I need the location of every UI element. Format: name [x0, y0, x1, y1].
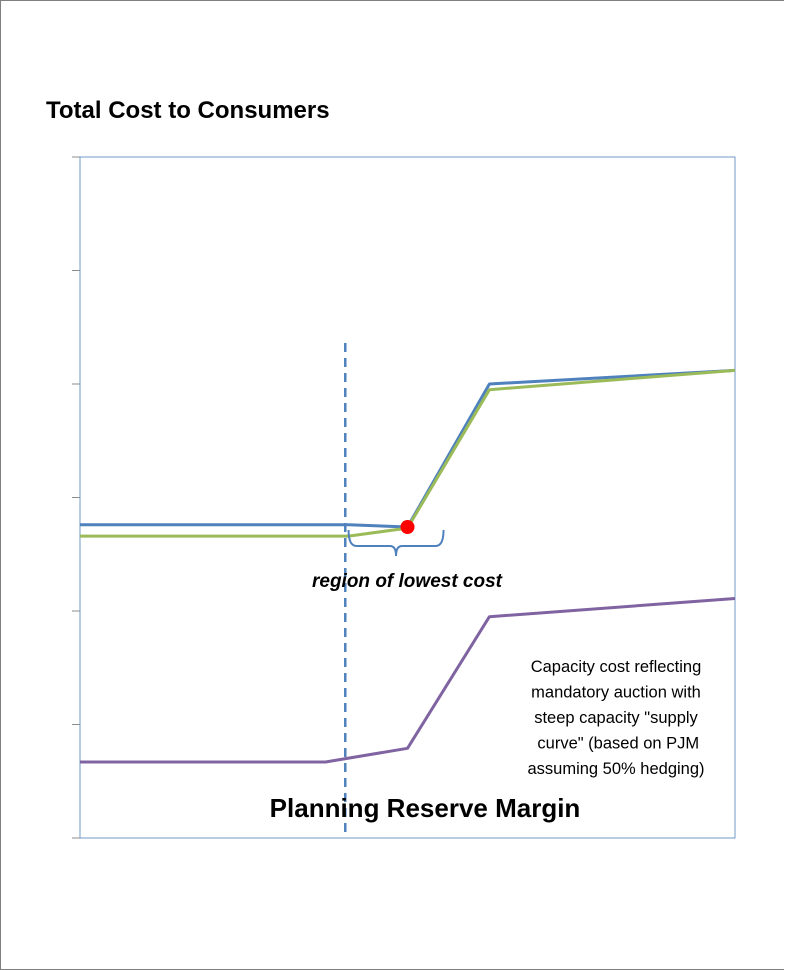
series-line-1 — [80, 368, 736, 529]
series-layer — [80, 343, 736, 838]
series-line-3 — [80, 597, 736, 764]
capacity-note-line: curve" (based on PJM — [533, 735, 699, 753]
x-axis-title: Planning Reserve Margin — [269, 793, 581, 823]
capacity-note-line: mandatory auction with — [531, 684, 701, 702]
capacity-note-line: Capacity cost reflecting — [531, 658, 702, 676]
capacity-note: Capacity cost reflecting mandatory auctio… — [527, 658, 704, 778]
capacity-note-line: assuming 50% hedging) — [527, 760, 704, 778]
capacity-note-line: steep capacity "supply — [534, 709, 698, 727]
y-axis-ticks — [72, 156, 80, 839]
region-label: region of lowest cost — [312, 571, 503, 592]
series-line-2 — [80, 368, 736, 538]
lowest-cost-marker — [400, 520, 415, 535]
chart-title: Total Cost to Consumers — [46, 97, 330, 124]
region-bracket — [347, 529, 445, 557]
annotation-layer: region of lowest cost Capacity cost refle… — [312, 529, 705, 778]
